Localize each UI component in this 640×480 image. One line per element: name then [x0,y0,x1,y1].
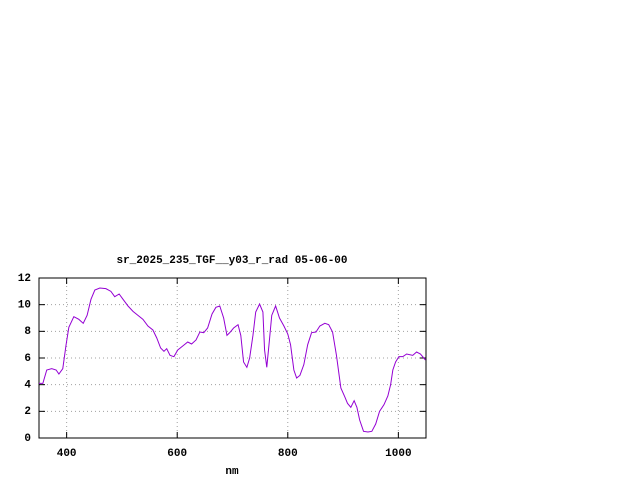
x-tick-label: 600 [167,448,187,460]
x-axis-label: nm [225,466,239,478]
y-tick-label: 6 [24,353,31,365]
y-tick-label: 12 [18,273,31,285]
x-tick-label: 800 [278,448,298,460]
chart-title: sr_2025_235_TGF__y03_r_rad 05-06-00 [116,255,347,267]
y-tick-label: 10 [18,300,31,312]
y-tick-label: 8 [24,326,31,338]
plot-border [38,277,427,439]
y-tick-label: 0 [24,433,31,445]
y-tick-label: 2 [24,406,31,418]
x-tick-label: 1000 [385,448,411,460]
data-line [39,287,426,433]
y-tick-label: 4 [24,380,31,392]
x-tick-label: 400 [57,448,77,460]
